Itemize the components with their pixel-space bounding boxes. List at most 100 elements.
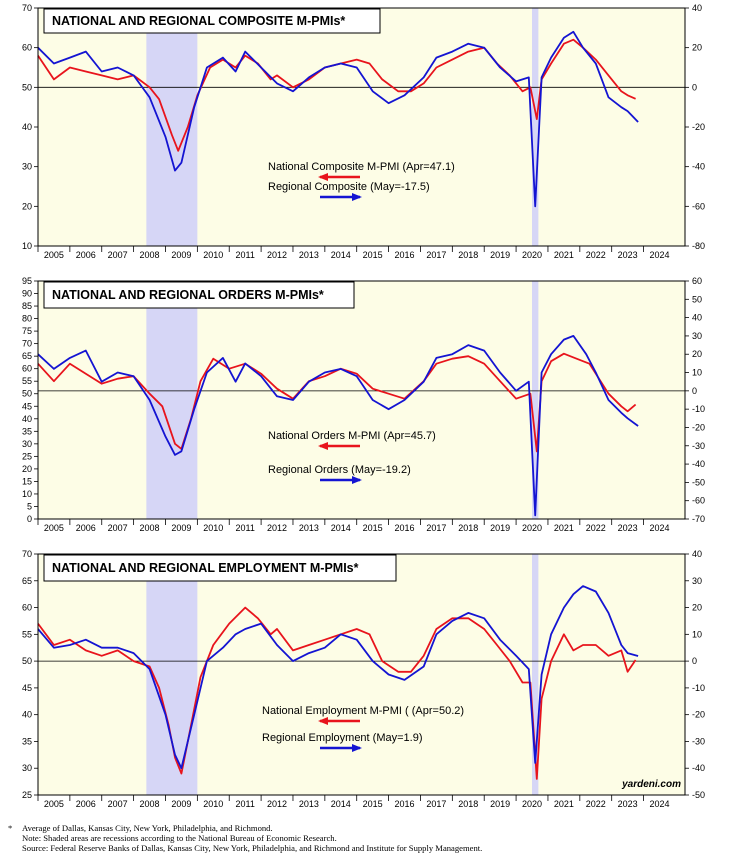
right-tick-label: 0 [692, 656, 697, 666]
recession-band-2 [532, 281, 539, 519]
x-tick-label: 2019 [490, 799, 510, 809]
left-tick-label: 40 [22, 122, 32, 132]
x-tick-label: 2020 [522, 250, 542, 260]
right-tick-label: 20 [692, 603, 702, 613]
right-tick-label: -40 [692, 459, 705, 469]
footnote-note: Note: Shaded areas are recessions accord… [22, 833, 337, 843]
left-tick-label: 65 [22, 351, 32, 361]
plot-background [38, 554, 685, 795]
recession-band-2 [532, 554, 539, 795]
legend-label-1: National Employment M-PMI ( (Apr=50.2) [262, 705, 464, 717]
x-tick-label: 2020 [522, 523, 542, 533]
x-tick-label: 2012 [267, 523, 287, 533]
x-tick-label: 2010 [203, 250, 223, 260]
right-tick-label: 60 [692, 276, 702, 286]
x-tick-label: 2011 [235, 799, 254, 809]
left-tick-label: 75 [22, 326, 32, 336]
x-tick-label: 2022 [586, 799, 606, 809]
x-tick-label: 2013 [299, 523, 319, 533]
left-tick-label: 15 [22, 476, 32, 486]
x-tick-label: 2009 [171, 250, 191, 260]
legend-arrow-right [320, 476, 362, 484]
x-tick-label: 2007 [108, 523, 128, 533]
plot-frame [37, 553, 686, 796]
right-tick-label: 10 [692, 368, 702, 378]
right-tick-label: -20 [692, 710, 705, 720]
left-tick-label: 70 [22, 339, 32, 349]
x-tick-label: 2017 [426, 250, 446, 260]
x-tick-label: 2005 [44, 799, 64, 809]
left-tick-label: 20 [22, 464, 32, 474]
x-tick-label: 2018 [458, 799, 478, 809]
right-tick-label: -80 [692, 241, 705, 251]
left-tick-label: 5 [27, 501, 32, 511]
x-tick-label: 2013 [299, 250, 319, 260]
right-tick-label: 30 [692, 331, 702, 341]
national-series-line [37, 352, 637, 453]
plot-background [38, 281, 685, 519]
footnote-star: * [8, 823, 13, 833]
x-tick-label: 2012 [267, 250, 287, 260]
left-tick-label: 30 [22, 763, 32, 773]
footnote-line-1: Average of Dallas, Kansas City, New York… [22, 823, 273, 833]
x-tick-label: 2011 [235, 523, 254, 533]
legend-arrow-left [318, 173, 360, 181]
x-tick-label: 2008 [140, 523, 160, 533]
x-tick-label: 2009 [171, 523, 191, 533]
left-tick-label: 30 [22, 162, 32, 172]
left-tick-label: 70 [22, 3, 32, 13]
left-tick-label: 0 [27, 514, 32, 524]
x-tick-label: 2024 [649, 523, 669, 533]
regional-series-line [37, 335, 639, 517]
x-tick-label: 2013 [299, 799, 319, 809]
national-series-line [37, 606, 637, 780]
x-tick-label: 2006 [76, 799, 96, 809]
right-tick-label: -20 [692, 422, 705, 432]
left-tick-label: 60 [22, 603, 32, 613]
legend-label-2: Regional Composite (May=-17.5) [268, 181, 430, 193]
chart-title: NATIONAL AND REGIONAL COMPOSITE M-PMIs* [52, 14, 345, 28]
left-tick-label: 90 [22, 289, 32, 299]
x-tick-label: 2015 [363, 799, 383, 809]
chart-panel-1: 10 20 30 40 50 60 70 -80 -60 -40 -20 0 20 40 2005 2006 2… [22, 3, 705, 260]
plot-background [38, 8, 685, 246]
x-tick-label: 2017 [426, 799, 446, 809]
legend-label-1: National Orders M-PMI (Apr=45.7) [268, 430, 436, 442]
right-tick-label: 40 [692, 313, 702, 323]
x-tick-label: 2019 [490, 250, 510, 260]
x-tick-label: 2016 [395, 250, 415, 260]
footnote-source: Source: Federal Reserve Banks of Dallas,… [22, 843, 483, 853]
x-tick-label: 2006 [76, 250, 96, 260]
left-tick-label: 35 [22, 426, 32, 436]
x-tick-label: 2017 [426, 523, 446, 533]
plot-frame [37, 280, 686, 520]
x-tick-label: 2018 [458, 250, 478, 260]
chart-title-box [43, 281, 355, 309]
left-tick-label: 60 [22, 43, 32, 53]
left-tick-label: 25 [22, 451, 32, 461]
x-tick-label: 2019 [490, 523, 510, 533]
x-tick-label: 2024 [649, 250, 669, 260]
legend-label-2: Regional Orders (May=-19.2) [268, 464, 411, 476]
legend-arrow-right [320, 744, 362, 752]
x-tick-label: 2023 [618, 799, 638, 809]
x-tick-label: 2023 [618, 523, 638, 533]
left-tick-label: 95 [22, 276, 32, 286]
legend-arrow-left [318, 442, 360, 450]
left-tick-label: 30 [22, 439, 32, 449]
left-tick-label: 40 [22, 710, 32, 720]
left-tick-label: 55 [22, 629, 32, 639]
x-tick-label: 2021 [554, 250, 574, 260]
recession-band-2 [532, 8, 539, 246]
regional-series-line [37, 585, 639, 770]
right-tick-label: -60 [692, 496, 705, 506]
left-tick-label: 35 [22, 736, 32, 746]
x-tick-label: 2023 [618, 250, 638, 260]
x-tick-label: 2010 [203, 799, 223, 809]
right-tick-label: -30 [692, 736, 705, 746]
legend-label-1: National Composite M-PMI (Apr=47.1) [268, 161, 455, 173]
right-tick-label: -10 [692, 404, 705, 414]
national-series-line [37, 38, 636, 152]
right-tick-label: -50 [692, 790, 705, 800]
